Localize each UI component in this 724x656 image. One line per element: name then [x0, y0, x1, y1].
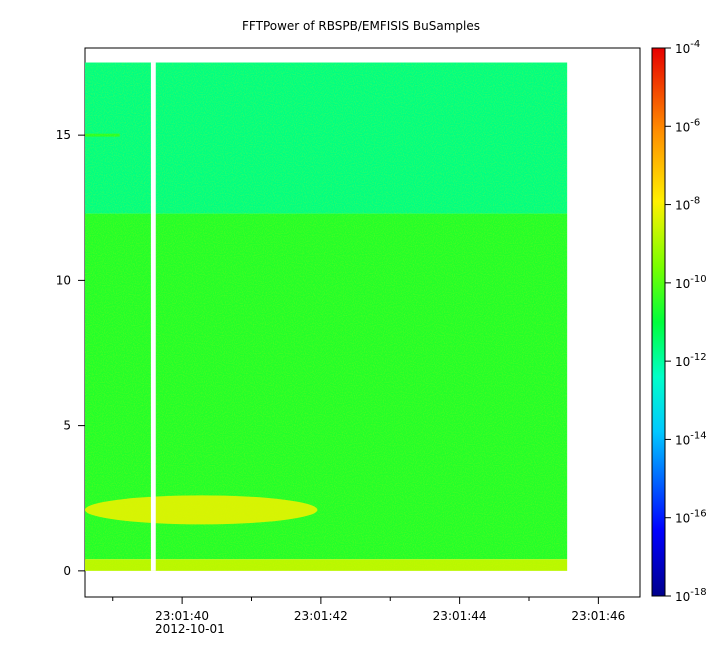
heatmap-speckle: [85, 62, 568, 571]
chart-title: FFTPower of RBSPB/EMFISIS BuSamples: [242, 19, 480, 33]
colorbar-axis: 10-4 10-6 10-8 10-10 10-12 10-14 10-16 10-18: [665, 39, 707, 604]
colorbar-tick-label: 10-6: [675, 117, 700, 134]
colorbar-tick-label: 10-4: [675, 39, 700, 56]
colorbar-tick-label: 10-12: [675, 352, 707, 369]
x-tick-label: 23:01:40: [155, 609, 209, 623]
y-tick-label: 0: [63, 564, 71, 578]
colorbar-tick-label: 10-14: [675, 430, 707, 447]
colorbar-tick-label: 10-16: [675, 509, 707, 526]
x-axis: 23:01:40 23:01:42 23:01:44 23:01:46: [112, 597, 625, 623]
colorbar-tick-label: 10-18: [675, 587, 707, 604]
x-tick-label: 23:01:44: [433, 609, 487, 623]
colorbar: [651, 47, 666, 597]
x-tick-label: 23:01:46: [571, 609, 625, 623]
data-gap-line: [150, 62, 156, 571]
y-tick-label: 15: [56, 128, 71, 142]
heatmap-texture: [85, 62, 568, 571]
x-axis-date-label: 2012-10-01: [155, 622, 225, 636]
x-tick-label: 23:01:42: [294, 609, 348, 623]
y-tick-label: 5: [63, 419, 71, 433]
colorbar-tick-label: 10-8: [675, 196, 700, 213]
data-gap: [150, 62, 156, 571]
colorbar-tick-label: 10-10: [675, 274, 707, 291]
y-tick-label: 10: [56, 273, 71, 287]
y-axis: 0 5 10 15: [56, 128, 85, 578]
